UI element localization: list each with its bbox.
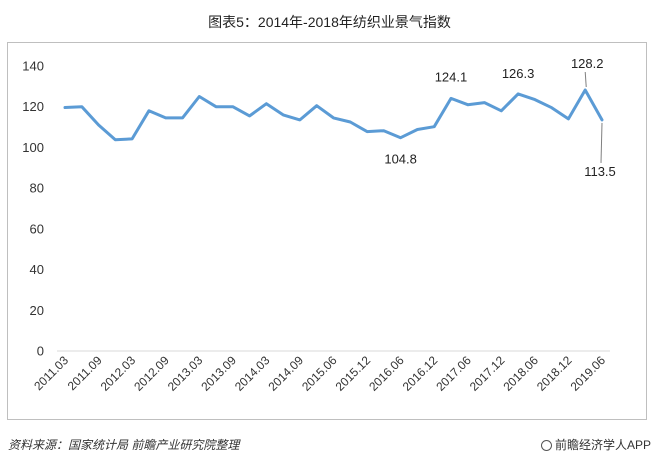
x-tick-label: 2018.06 xyxy=(500,353,541,394)
x-tick-label: 2012.09 xyxy=(131,353,172,394)
y-tick-label: 140 xyxy=(22,59,44,74)
data-label: 104.8 xyxy=(384,152,417,167)
x-tick-label: 2012.03 xyxy=(98,353,139,394)
x-tick-label: 2015.12 xyxy=(333,353,374,394)
x-tick-label: 2017.12 xyxy=(467,353,508,394)
data-label: 126.3 xyxy=(502,66,535,81)
x-tick-label: 2014.03 xyxy=(232,353,273,394)
data-labels: 104.8 124.1 126.3 128.2 113.5 xyxy=(384,56,615,179)
y-tick-label: 100 xyxy=(22,140,44,155)
x-tick-label: 2011.03 xyxy=(31,353,71,393)
x-tick-label: 2018.12 xyxy=(534,353,575,394)
x-axis: 2011.032011.092012.032012.092013.032013.… xyxy=(31,353,608,394)
x-tick-label: 2017.06 xyxy=(433,353,474,394)
data-label: 124.1 xyxy=(435,69,468,84)
leader-line xyxy=(600,122,603,163)
data-label: 113.5 xyxy=(584,164,616,179)
y-tick-label: 0 xyxy=(37,344,44,359)
x-tick-label: 2016.12 xyxy=(400,353,441,394)
y-tick-label: 20 xyxy=(30,303,44,318)
x-tick-label: 2019.06 xyxy=(568,353,609,394)
brand-name: 前瞻经济学人APP xyxy=(554,438,651,452)
x-tick-label: 2016.06 xyxy=(366,353,407,394)
source-note: 资料来源：国家统计局 前瞻产业研究院整理 xyxy=(8,438,240,452)
y-tick-label: 40 xyxy=(30,262,44,277)
chart-title: 图表5：2014年-2018年纺织业景气指数 xyxy=(208,14,451,30)
brand-footer: 前瞻经济学人APP xyxy=(540,436,651,453)
brand-logo-icon xyxy=(540,440,552,451)
x-tick-label: 2014.09 xyxy=(265,353,306,394)
x-tick-label: 2013.03 xyxy=(165,353,206,394)
y-axis: 0 20 40 60 80 100 120 140 xyxy=(22,59,44,359)
leader-line xyxy=(584,71,587,88)
y-tick-label: 120 xyxy=(22,99,44,114)
x-tick-label: 2013.09 xyxy=(198,353,239,394)
chart-frame xyxy=(7,42,647,420)
data-label: 128.2 xyxy=(571,56,604,71)
y-tick-label: 80 xyxy=(30,181,44,196)
x-tick-label: 2015.06 xyxy=(299,353,340,394)
x-tick-label: 2011.09 xyxy=(65,353,105,393)
y-tick-label: 60 xyxy=(30,221,44,236)
series-line xyxy=(63,88,604,142)
